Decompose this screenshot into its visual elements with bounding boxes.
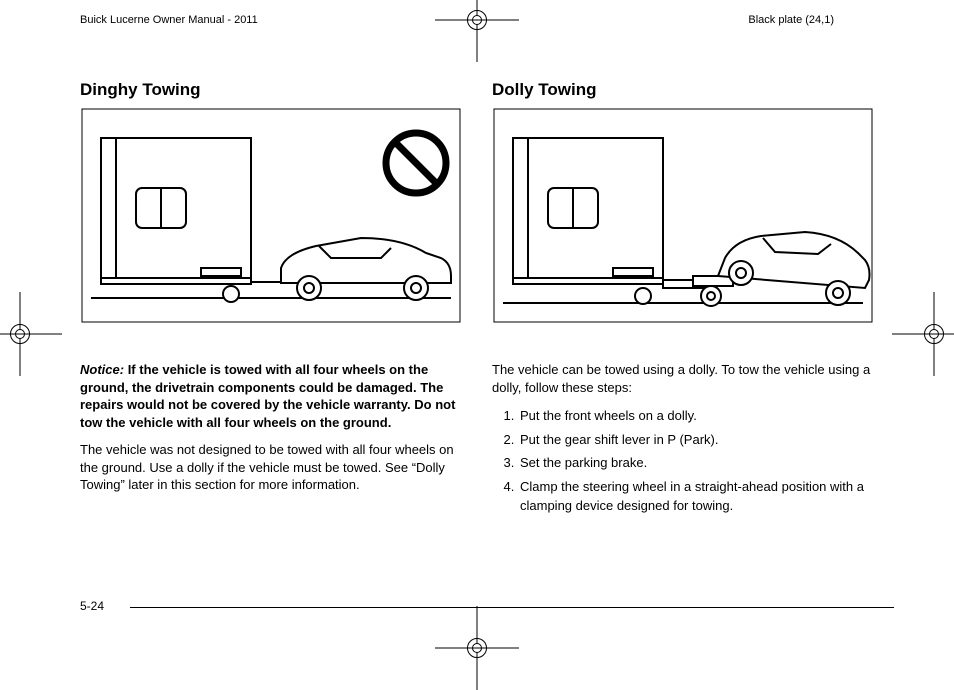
dolly-illustration (492, 108, 874, 323)
step-item: Put the front wheels on a dolly. (518, 406, 874, 426)
footer-rule (130, 607, 894, 608)
dolly-body: The vehicle can be towed using a dolly. … (492, 361, 874, 516)
prohibit-icon (386, 133, 446, 193)
dinghy-title: Dinghy Towing (80, 80, 462, 100)
crop-mark-icon (465, 636, 489, 660)
header-right-text: Black plate (24,1) (748, 14, 834, 26)
left-column: Dinghy Towing (80, 80, 462, 608)
step-item: Clamp the steering wheel in a straight-a… (518, 477, 874, 516)
manual-page: Buick Lucerne Owner Manual - 2011 Black … (0, 0, 954, 668)
dinghy-body: Notice: If the vehicle is towed with all… (80, 361, 462, 494)
step-item: Put the gear shift lever in P (Park). (518, 430, 874, 450)
crop-mark-icon (922, 322, 946, 346)
notice-text: If the vehicle is towed with all four wh… (80, 362, 455, 430)
right-column: Dolly Towing (492, 80, 874, 608)
dolly-steps: Put the front wheels on a dolly. Put the… (492, 406, 874, 516)
dolly-intro: The vehicle can be towed using a dolly. … (492, 361, 874, 396)
crop-mark-icon (465, 8, 489, 32)
notice-label: Notice: (80, 362, 124, 377)
notice-paragraph: Notice: If the vehicle is towed with all… (80, 361, 462, 431)
crop-mark-icon (8, 322, 32, 346)
dolly-title: Dolly Towing (492, 80, 874, 100)
step-item: Set the parking brake. (518, 453, 874, 473)
dinghy-paragraph: The vehicle was not designed to be towed… (80, 441, 462, 494)
page-number: 5-24 (80, 599, 104, 613)
header-left-text: Buick Lucerne Owner Manual - 2011 (80, 14, 258, 26)
content-area: Dinghy Towing (80, 80, 874, 608)
dinghy-illustration (80, 108, 462, 323)
